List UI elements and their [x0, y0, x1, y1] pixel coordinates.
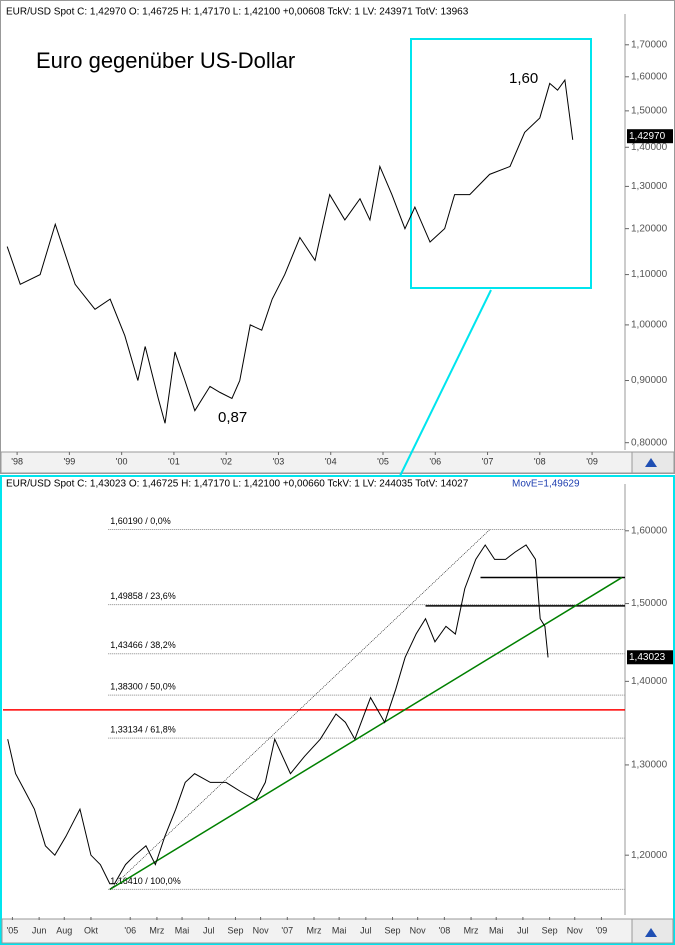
trend-line	[109, 529, 491, 890]
y-tick-label: 1,60000	[631, 525, 668, 536]
last-price-label: 1,43023	[629, 652, 666, 663]
x-tick-label: Jun	[32, 925, 47, 935]
y-tick-label: 1,60000	[631, 71, 668, 82]
x-tick-label: '08	[534, 456, 546, 466]
zoom-box	[410, 38, 592, 289]
y-tick-label: 1,30000	[631, 760, 668, 771]
x-tick-label: Mai	[175, 925, 190, 935]
fib-label: 1,33134 / 61,8%	[110, 724, 176, 734]
fib-label: 1,16410 / 100,0%	[110, 876, 181, 886]
x-tick-label: Mai	[489, 925, 504, 935]
x-tick-label: '09	[586, 456, 598, 466]
last-price-box	[627, 129, 673, 144]
x-tick-label: '09	[596, 925, 608, 935]
annotation-title: Euro gegenüber US-Dollar	[36, 48, 295, 73]
fib-label: 1,49858 / 23,6%	[110, 591, 176, 601]
fib-label: 1,38300 / 50,0%	[110, 682, 176, 692]
y-tick-label: 1,40000	[631, 676, 668, 687]
y-tick-label: 1,10000	[631, 269, 668, 280]
x-tick-label: '03	[273, 456, 285, 466]
x-tick-label: '06	[429, 456, 441, 466]
last-price-label: 1,42970	[629, 131, 666, 142]
x-tick-label: Nov	[567, 925, 584, 935]
y-tick-label: 1,40000	[631, 142, 668, 153]
x-tick-label: Mrz	[149, 925, 164, 935]
x-tick-label: '02	[220, 456, 232, 466]
x-tick-label: Jul	[517, 925, 529, 935]
trend-line	[109, 576, 623, 891]
x-tick-label: '05	[7, 925, 19, 935]
x-tick-label: Mrz	[464, 925, 479, 935]
x-tick-label: Jul	[203, 925, 215, 935]
annotation: 0,87	[218, 409, 247, 426]
chart-header: EUR/USD Spot C: 1,42970 O: 1,46725 H: 1,…	[6, 7, 469, 18]
y-tick-label: 1,30000	[631, 181, 668, 192]
price-line	[6, 78, 574, 424]
x-tick-label: '05	[377, 456, 389, 466]
x-tick-label: '08	[439, 925, 451, 935]
y-tick-label: 1,50000	[631, 106, 668, 117]
tool-icon	[645, 928, 657, 937]
y-tick-label: 1,20000	[631, 223, 668, 234]
tool-icon	[645, 458, 657, 467]
x-axis-strip	[0, 451, 675, 474]
y-tick-label: 1,20000	[631, 850, 668, 861]
x-tick-label: '00	[116, 456, 128, 466]
fib-label: 1,43466 / 38,2%	[110, 640, 176, 650]
x-tick-label: Jul	[360, 925, 372, 935]
x-tick-label: '04	[325, 456, 337, 466]
y-tick-label: 1,50000	[631, 598, 668, 609]
x-tick-label: '06	[124, 925, 136, 935]
x-axis-strip	[1, 918, 674, 944]
y-tick-label: 0,90000	[631, 375, 668, 386]
x-tick-label: '07	[281, 925, 293, 935]
x-tick-label: Okt	[84, 925, 99, 935]
x-tick-label: '99	[64, 456, 76, 466]
y-tick-label: 0,80000	[631, 437, 668, 448]
x-tick-label: Aug	[56, 925, 72, 935]
x-tick-label: '07	[482, 456, 494, 466]
price-line	[7, 544, 549, 885]
x-tick-label: Sep	[227, 925, 243, 935]
panel-top	[0, 0, 675, 474]
y-tick-label: 1,00000	[631, 320, 668, 331]
chart-header: EUR/USD Spot C: 1,43023 O: 1,46725 H: 1,…	[6, 479, 469, 490]
annotation: 1,60	[509, 70, 538, 87]
x-tick-label: Mai	[332, 925, 347, 935]
x-tick-label: '98	[11, 456, 23, 466]
last-price-box	[627, 650, 673, 665]
x-tick-label: Nov	[410, 925, 427, 935]
x-tick-label: Mrz	[307, 925, 322, 935]
x-tick-label: Nov	[253, 925, 270, 935]
x-tick-label: Sep	[542, 925, 558, 935]
x-tick-label: '01	[168, 456, 180, 466]
x-tick-label: Sep	[385, 925, 401, 935]
zoom-connector	[399, 289, 492, 477]
y-tick-label: 1,70000	[631, 39, 668, 50]
fib-label: 1,60190 / 0,0%	[110, 516, 171, 526]
chart-subheader: MovE=1,49629	[512, 479, 580, 490]
